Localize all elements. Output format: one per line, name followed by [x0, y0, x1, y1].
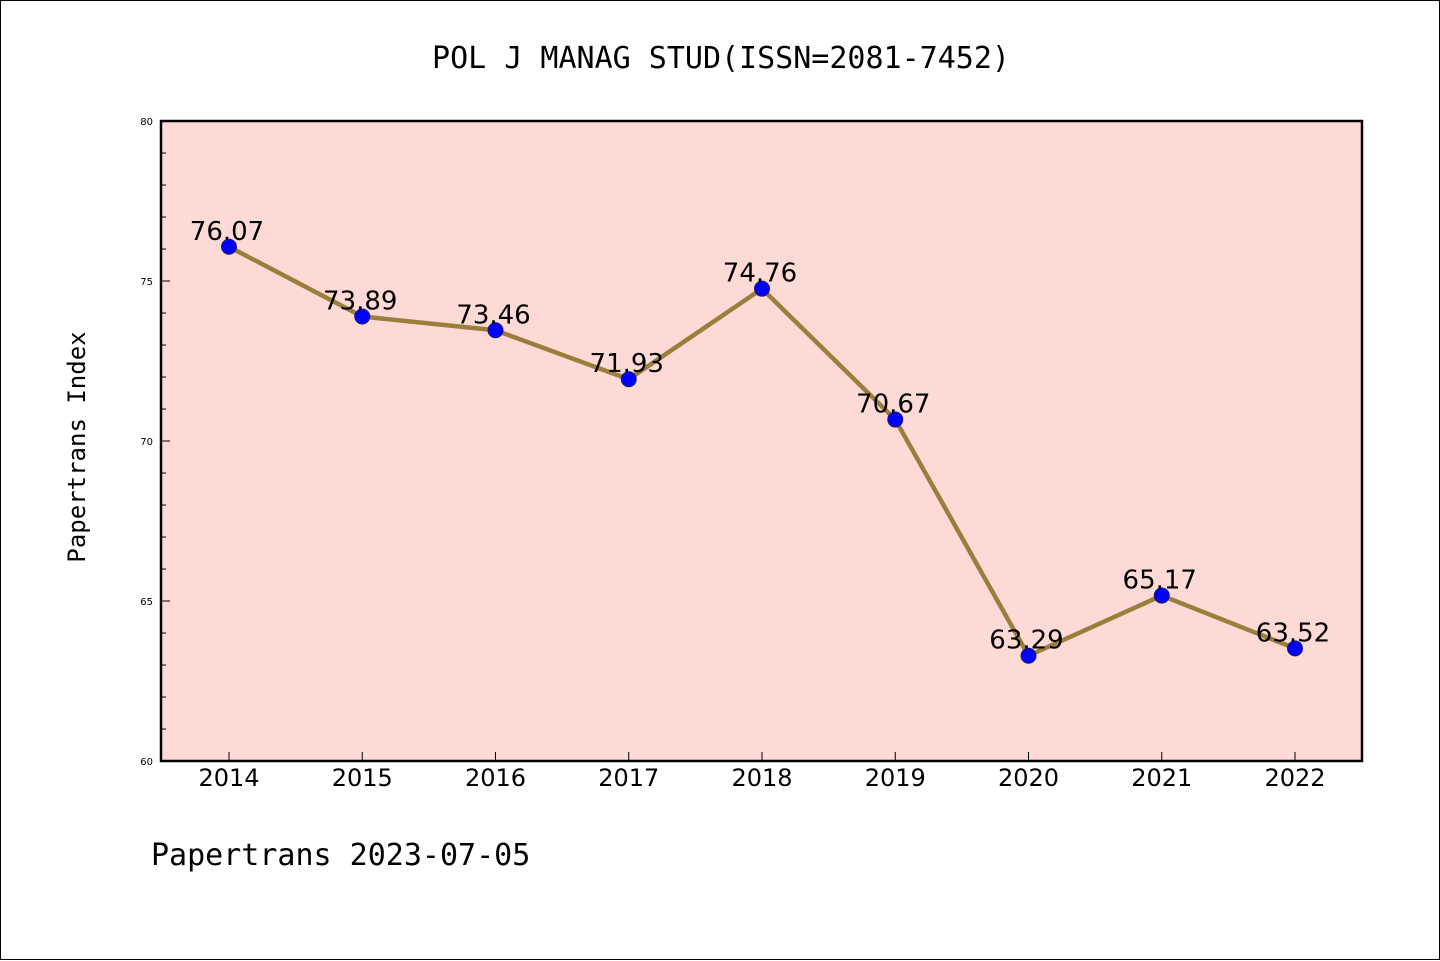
x-tick-label: 2014	[198, 764, 259, 792]
x-tick-label: 2016	[465, 764, 526, 792]
data-point	[1287, 640, 1303, 657]
footer-text: Papertrans 2023-07-05	[151, 838, 530, 873]
x-tick-label: 2015	[332, 764, 393, 792]
data-point	[487, 322, 504, 339]
x-tick-label: 2018	[731, 764, 792, 792]
data-label: 74.76	[723, 259, 797, 289]
x-tick-label: 2020	[998, 764, 1059, 792]
data-label: 65.17	[1123, 566, 1197, 596]
x-axis: 2014 2015 2016 2017 2018 2019 2020 2021 2022	[198, 752, 1326, 792]
plot-area	[161, 121, 1362, 761]
chart-title: POL J MANAG STUD(ISSN=2081-7452)	[432, 41, 1010, 76]
data-point	[354, 308, 371, 325]
data-point	[620, 371, 637, 388]
data-point	[754, 280, 770, 297]
data-point	[1020, 647, 1037, 664]
x-tick-label: 2019	[865, 764, 926, 792]
x-tick-label: 2021	[1131, 764, 1192, 792]
y-tick-label: 60	[140, 757, 153, 768]
y-tick-label: 70	[140, 437, 153, 448]
data-point	[1153, 587, 1170, 604]
data-label: 71.93	[590, 349, 664, 379]
y-tick-label: 75	[140, 277, 153, 288]
y-tick-label: 65	[140, 597, 153, 608]
data-labels: 76.07 73.89 73.46 71.93 74.76 70.67 63.29 65.17…	[190, 217, 1330, 656]
data-label: 70.67	[856, 390, 930, 420]
data-label: 73.89	[323, 287, 397, 317]
x-tick-label: 2017	[598, 764, 659, 792]
data-point	[221, 238, 237, 255]
data-point	[887, 411, 904, 428]
data-label: 63.52	[1256, 618, 1330, 648]
y-axis-label: Papertrans Index	[63, 331, 91, 562]
plot-border	[159, 119, 1364, 763]
data-points	[221, 238, 1303, 664]
data-label: 73.46	[456, 300, 530, 330]
x-tick-label: 2022	[1264, 764, 1325, 792]
y-tick-label: 80	[140, 117, 153, 128]
data-label: 63.29	[989, 626, 1063, 656]
data-label: 76.07	[190, 217, 264, 247]
